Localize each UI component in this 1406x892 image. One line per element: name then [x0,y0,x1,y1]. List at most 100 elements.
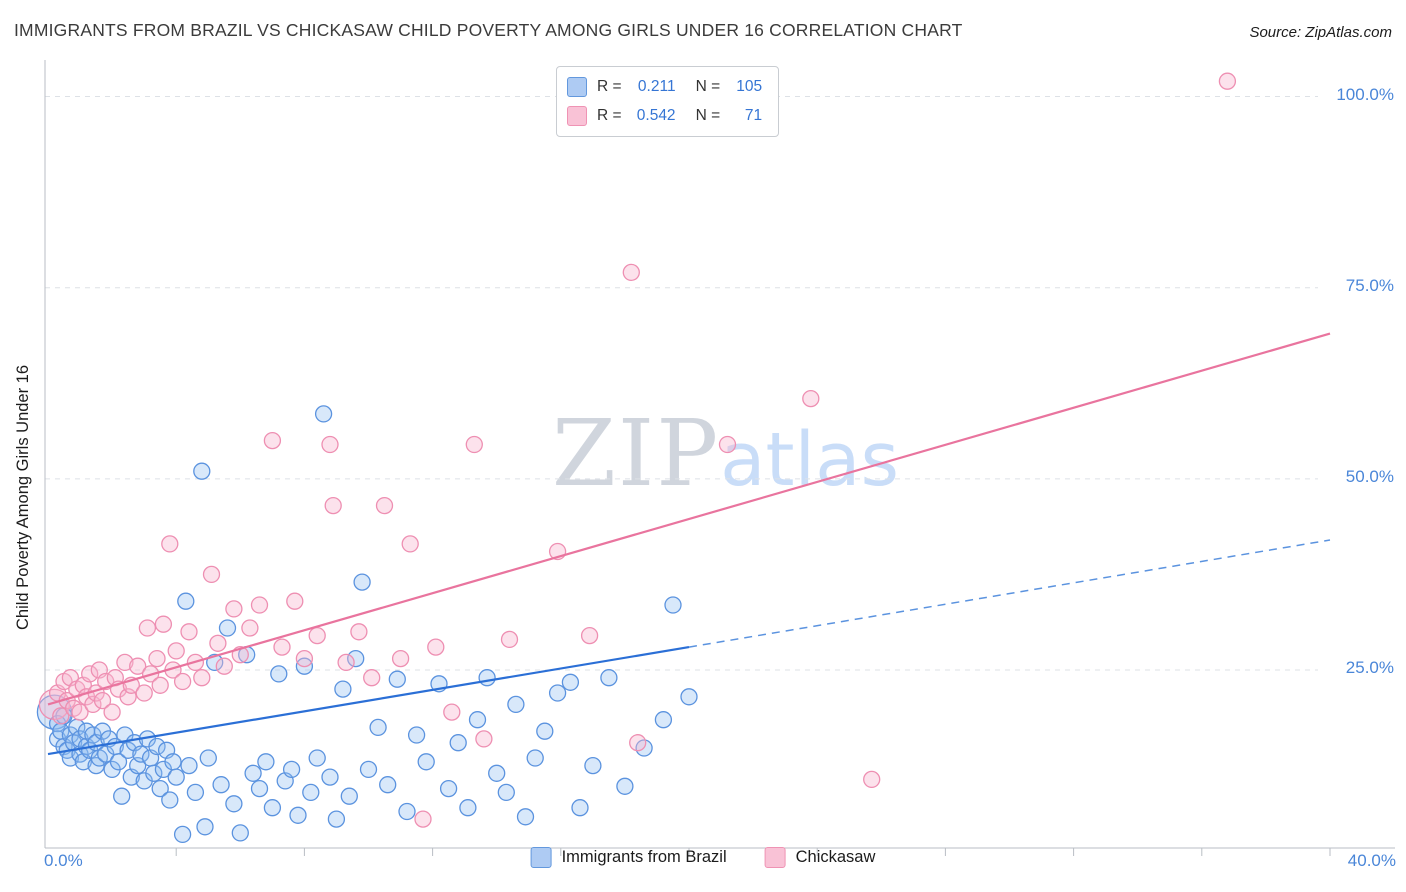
scatter-point-brazil [459,799,477,817]
trendline-chickasaw [47,332,1331,706]
scatter-point-chickasaw [151,676,169,694]
scatter-point-chickasaw [103,703,121,721]
scatter-point-brazil [314,405,333,423]
scatter-point-chickasaw [225,600,243,618]
scatter-point-brazil [488,764,506,782]
scatter-point-brazil [321,768,339,786]
scatter-point-brazil [616,777,634,795]
page-title: IMMIGRANTS FROM BRAZIL VS CHICKASAW CHIL… [14,20,963,40]
scatter-point-brazil [199,749,217,767]
scatter-point-brazil [148,737,166,756]
y-axis-tick-label: 100.0% [1336,85,1394,104]
scatter-point-brazil [186,783,205,802]
n-value-brazil: 105 [736,78,763,95]
legend-row-chickasaw: R = 0.542 N = 71 [567,103,762,129]
scatter-point-brazil [250,779,269,798]
scatter-point-chickasaw [295,649,314,668]
scatter-point-brazil [584,756,602,775]
x-axis-tick-label: 0.0% [44,851,83,870]
scatter-point-brazil [347,649,365,668]
scatter-point-brazil [327,810,346,828]
scatter-point-brazil [289,806,307,824]
scatter-point-brazil [369,718,387,737]
scatter-point-brazil [212,776,230,794]
scatter-point-brazil [468,711,487,729]
scatter-point-brazil [231,824,249,842]
scatter-point-chickasaw [193,669,211,687]
r-value-chickasaw: 0.542 [636,107,676,124]
scatter-point-brazil [664,596,682,614]
scatter-point-brazil [270,665,288,683]
scatter-point-brazil [257,753,275,771]
scatter-point-chickasaw [93,691,112,710]
scatter-point-brazil [359,760,378,779]
scatter-point-brazil [173,825,192,844]
series-legend: Immigrants from Brazil Chickasaw [530,847,875,868]
scatter-point-brazil [151,779,169,798]
scatter-point-brazil [132,745,150,763]
scatter-point-chickasaw [116,653,134,672]
scatter-point-chickasaw [321,435,339,454]
scatter-point-brazil [526,749,544,767]
scatter-point-brazil [561,673,580,691]
trendline-brazil [47,646,690,756]
scatter-point-brazil [218,619,237,637]
scatter-point-chickasaw [135,684,153,702]
legend-swatch-chickasaw [764,847,786,868]
scatter-point-chickasaw [71,703,89,721]
scatter-point-chickasaw [148,649,166,668]
scatter-point-chickasaw [350,623,368,641]
legend-item-brazil: Immigrants from Brazil [530,847,727,868]
scatter-point-chickasaw [622,263,640,282]
scatter-point-chickasaw [308,626,326,645]
scatter-point-chickasaw [443,703,461,721]
scatter-point-chickasaw [81,665,99,683]
scatter-point-brazil [507,695,525,714]
legend-swatch-brazil [567,77,587,97]
scatter-point-chickasaw [414,810,432,828]
scatter-point-brazil [113,787,131,805]
scatter-point-chickasaw [180,623,198,641]
scatter-point-brazil [600,669,618,687]
scatter-point-brazil [478,669,496,687]
scatter-point-chickasaw [273,638,291,656]
scatter-point-brazil [449,734,467,752]
scatter-point-chickasaw [1218,72,1237,90]
scatter-point-chickasaw [241,619,259,637]
scatter-point-chickasaw [427,638,445,656]
scatter-point-brazil [225,795,243,813]
scatter-point-chickasaw [202,565,221,584]
scatter-point-chickasaw [161,535,179,553]
scatter-point-brazil [180,756,198,775]
scatter-point-brazil [145,764,163,782]
legend-item-chickasaw: Chickasaw [764,847,875,868]
scatter-point-brazil [654,711,673,729]
scatter-point-brazil [439,779,458,798]
scatter-point-chickasaw [324,496,342,515]
legend-label-brazil: Immigrants from Brazil [561,848,727,866]
scatter-point-chickasaw [375,496,394,515]
scatter-point-chickasaw [263,431,282,450]
legend-row-brazil: R = 0.211 N = 105 [567,74,762,100]
y-axis-title: Child Poverty Among Girls Under 16 [14,364,32,630]
legend-swatch-chickasaw [567,106,587,126]
r-label: R = [597,78,622,95]
correlation-legend: R = 0.211 N = 105 R = 0.542 N = 71 [556,66,780,137]
scatter-point-chickasaw [465,435,483,454]
scatter-point-chickasaw [802,389,820,408]
scatter-point-brazil [340,787,358,805]
scatter-point-brazil [334,680,352,698]
scatter-point-brazil [353,573,371,591]
scatter-point-chickasaw [363,669,381,687]
x-axis-tick-label: 40.0% [1347,851,1396,870]
scatter-point-chickasaw [250,596,269,614]
y-axis-tick-label: 25.0% [1345,658,1394,677]
scatter-point-chickasaw [401,535,419,553]
scatter-point-brazil [161,791,179,809]
scatter-point-chickasaw [38,688,71,721]
scatter-point-brazil [398,802,416,821]
scatter-point-brazil [536,722,554,740]
scatter-point-chickasaw [580,626,599,645]
scatter-point-chickasaw [337,653,355,672]
